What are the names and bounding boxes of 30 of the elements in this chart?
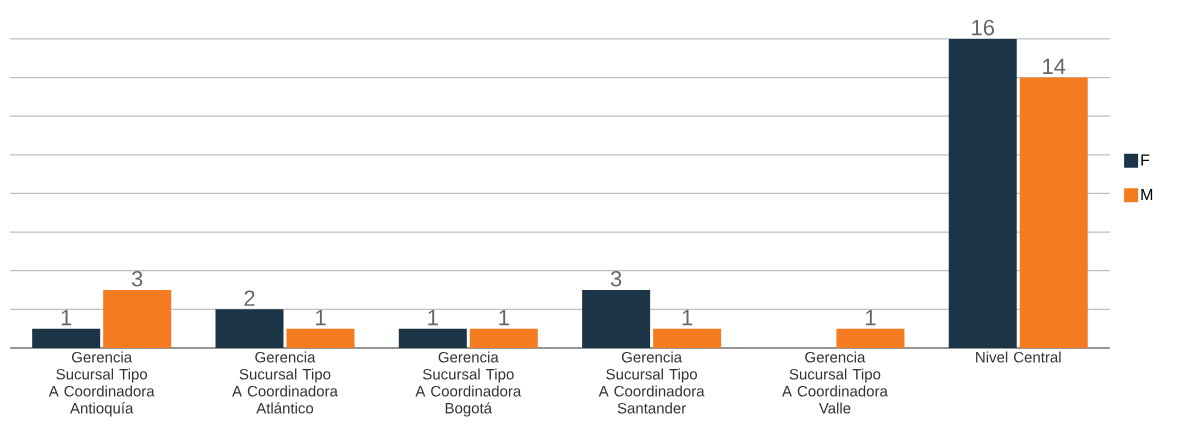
bar [215,309,284,348]
data-label: 2 [244,290,255,306]
data-label: 3 [610,270,622,287]
bar [286,328,355,348]
x-tick-label: Gerencia Sucursal Tipo A Coordinadora Atlántico [232,351,338,414]
bar [398,328,467,348]
data-label: 1 [61,310,72,326]
bar [836,328,905,348]
legend-label: M [1141,188,1153,200]
bar [948,38,1017,348]
bar [653,328,722,348]
data-label: 14 [1043,58,1066,75]
bar [469,328,538,348]
data-label: 1 [316,310,326,326]
x-tick-label: Gerencia Sucursal Tipo A Coordinadora Santander [598,351,705,414]
x-tick-label: Gerencia Sucursal Tipo A Coordinadora Antioquía [48,351,155,417]
bar [582,290,651,348]
data-label: 1 [866,310,876,326]
data-label: 3 [131,270,143,287]
bar [103,290,172,348]
data-label: 1 [499,310,509,326]
data-label: 16 [972,19,995,36]
bar [1019,77,1088,348]
bar [32,328,101,348]
x-tick-label: Gerencia Sucursal Tipo A Coordinadora Bogotá [415,351,522,417]
data-label: 1 [428,310,438,326]
data-label: 1 [682,310,693,326]
x-tick-label: Gerencia Sucursal Tipo A Coordinadora Valle [782,351,888,414]
legend-label: F [1141,154,1150,166]
x-tick-label: Nivel Central [976,351,1061,363]
